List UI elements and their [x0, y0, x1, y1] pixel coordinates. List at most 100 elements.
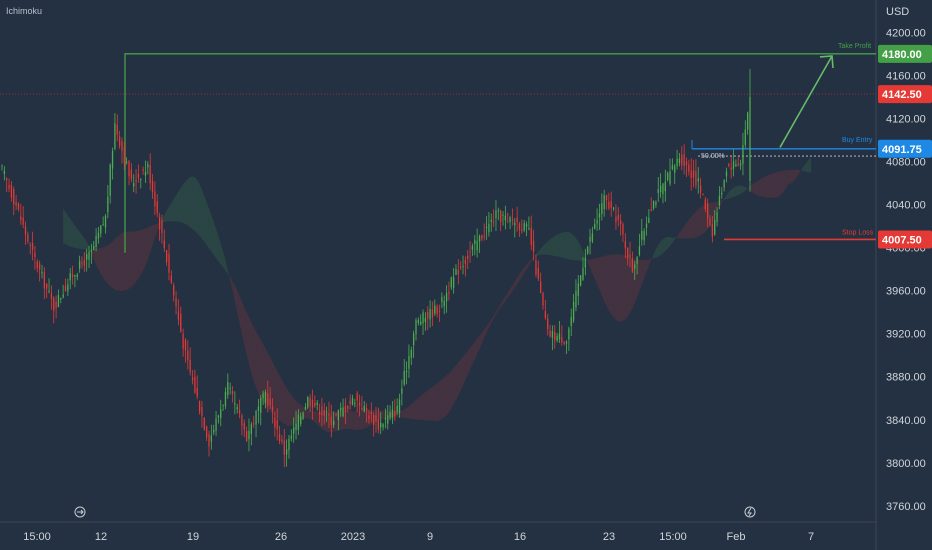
- candle: [269, 387, 271, 410]
- cloud-segment: [684, 223, 687, 239]
- candle: [589, 228, 591, 255]
- candle: [88, 245, 90, 269]
- candle-body: [615, 216, 617, 223]
- take-profit-line: [124, 53, 876, 253]
- candle-body: [31, 243, 34, 250]
- cloud-segment: [724, 195, 727, 200]
- cloud-segment: [133, 231, 137, 285]
- candle-body: [330, 416, 332, 426]
- candle-body: [335, 413, 337, 415]
- cloud-segment: [86, 241, 90, 250]
- candle: [358, 394, 361, 417]
- candle-body: [561, 337, 563, 343]
- candle: [478, 234, 481, 254]
- cloud-segment: [670, 237, 673, 246]
- candle: [337, 409, 340, 431]
- cloud-segment: [594, 258, 598, 285]
- candle: [554, 324, 556, 349]
- candle: [342, 398, 344, 418]
- candle-body: [224, 391, 227, 407]
- x-tick-label: 12: [95, 531, 107, 543]
- cloud-segment: [693, 211, 696, 239]
- cloud-segment: [540, 245, 544, 255]
- candle: [384, 408, 387, 429]
- candle: [747, 111, 749, 135]
- candle: [304, 403, 307, 411]
- cloud-segment: [145, 227, 148, 266]
- cloud-segment: [764, 175, 767, 198]
- candle-body: [194, 376, 196, 393]
- candle-body: [495, 210, 497, 219]
- candle-body: [15, 202, 17, 206]
- candle-body: [236, 407, 238, 410]
- candle: [490, 213, 492, 232]
- cloud-segment: [493, 311, 496, 319]
- candle: [335, 413, 337, 417]
- candle: [659, 173, 662, 198]
- candle-body: [76, 274, 78, 277]
- cloud-segment: [159, 219, 162, 226]
- event-lightning-icon: [744, 506, 756, 518]
- candle-body: [48, 290, 50, 293]
- candle-body: [154, 191, 156, 207]
- candle: [17, 202, 20, 212]
- candle: [714, 210, 716, 236]
- candle: [735, 159, 737, 168]
- candle-body: [528, 228, 530, 230]
- cloud-segment: [98, 248, 101, 274]
- candle: [222, 404, 224, 411]
- candle-body: [295, 423, 297, 431]
- candle-body: [742, 145, 744, 164]
- candle-body: [133, 183, 135, 187]
- candle: [109, 163, 111, 204]
- y-tick-label: 3800.00: [886, 458, 926, 470]
- candle-body: [325, 411, 328, 413]
- candle: [396, 398, 398, 416]
- cloud-segment: [234, 285, 238, 313]
- candle-body: [445, 293, 448, 302]
- cloud-segment: [481, 329, 485, 344]
- candle: [603, 189, 605, 217]
- candle: [283, 429, 285, 468]
- candle: [441, 292, 443, 309]
- y-tick-label: 3880.00: [886, 372, 926, 384]
- candle: [274, 411, 276, 437]
- candle: [53, 296, 55, 324]
- candle: [605, 194, 608, 210]
- candle: [657, 177, 659, 202]
- candle: [634, 260, 636, 280]
- candle-body: [271, 406, 274, 412]
- candle: [361, 396, 363, 411]
- cloud-segment: [648, 259, 652, 266]
- cloud-segment: [731, 187, 734, 198]
- candle-body: [309, 397, 311, 406]
- cloud-segment: [806, 159, 809, 173]
- candle-body: [109, 164, 111, 196]
- cloud-segment: [782, 170, 786, 193]
- candle-body: [732, 161, 735, 169]
- cloud-segment: [599, 256, 602, 296]
- cloud-segment: [757, 179, 760, 197]
- cloud-segment: [383, 410, 386, 420]
- candle-body: [716, 212, 718, 222]
- candle: [60, 297, 62, 304]
- cloud-segment: [554, 234, 558, 257]
- cloud-segment: [735, 185, 739, 197]
- cloud-segment: [96, 248, 99, 270]
- price-badge-bg: [878, 85, 932, 104]
- cloud-segment: [63, 208, 66, 245]
- target-arrow-shaft: [779, 55, 833, 148]
- candle: [667, 171, 669, 182]
- candle: [410, 346, 412, 366]
- candle-body: [504, 215, 507, 221]
- candle: [685, 157, 688, 177]
- candle-body: [220, 409, 222, 418]
- cloud-segment: [143, 228, 146, 271]
- candle-body: [361, 407, 363, 411]
- candle: [368, 409, 370, 424]
- cloud-segment: [279, 375, 282, 423]
- candle-body: [394, 410, 396, 417]
- cloud-segment: [272, 361, 275, 417]
